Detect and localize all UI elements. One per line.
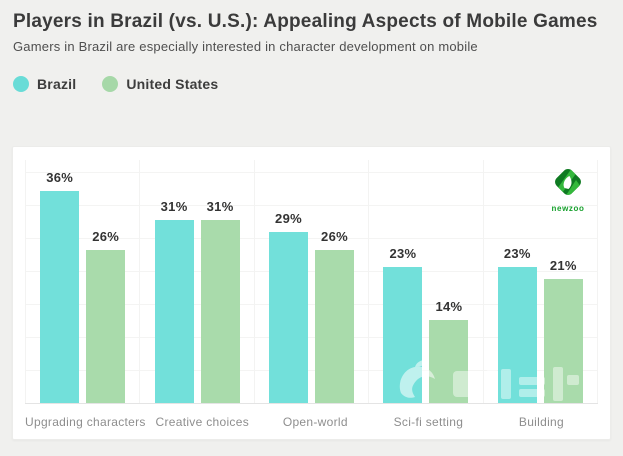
legend-item-united-states: United States	[102, 76, 218, 92]
plot-area: 36% 26% 31% 31% 29% 26% 23% 14% 23% 21%	[25, 160, 599, 404]
bar-wrap: 31%	[154, 199, 194, 403]
newzoo-logo: newzoo	[547, 166, 589, 213]
category-label: Open-world	[282, 415, 348, 429]
bar-group: 23% 14%	[368, 160, 482, 403]
bar-wrap: 14%	[429, 299, 469, 403]
category-label: Sci-fi setting	[393, 415, 464, 429]
category-label: Creative choices	[155, 415, 250, 429]
bar-value-label: 36%	[46, 170, 74, 185]
page: Players in Brazil (vs. U.S.): Appealing …	[0, 0, 623, 92]
bar-brazil	[40, 191, 80, 403]
legend-label-united-states: United States	[126, 76, 219, 92]
chart-subtitle: Gamers in Brazil are especially interest…	[13, 39, 478, 54]
bar-brazil	[383, 267, 423, 403]
bar-united-states	[200, 220, 240, 403]
chart-card: newzoo 36% 26% 31% 31% 29% 26% 23% 14% 23% 21% Up…	[12, 146, 611, 440]
bar-group: 29% 26%	[253, 160, 368, 403]
bar-wrap: 26%	[315, 229, 355, 403]
legend: Brazil United States	[13, 76, 610, 92]
legend-swatch-united-states	[102, 76, 119, 92]
bar-brazil	[269, 232, 309, 403]
legend-swatch-brazil	[13, 76, 29, 92]
bar-value-label: 26%	[92, 229, 120, 244]
bar-united-states	[429, 320, 469, 403]
bar-brazil	[154, 220, 194, 403]
chart-title: Players in Brazil (vs. U.S.): Appealing …	[13, 11, 598, 32]
bar-united-states	[543, 279, 583, 403]
bar-wrap: 23%	[383, 246, 423, 403]
bar-group: 36% 26%	[25, 160, 139, 403]
bar-value-label: 23%	[503, 246, 531, 261]
bar-group: 31% 31%	[139, 160, 253, 403]
bar-wrap: 21%	[543, 258, 583, 403]
bar-wrap: 31%	[200, 199, 240, 403]
bar-united-states	[86, 250, 126, 403]
newzoo-logo-text: newzoo	[551, 204, 585, 213]
category-label: Building	[518, 415, 564, 429]
newzoo-logo-icon	[552, 168, 581, 198]
category-label: Upgrading characters	[25, 415, 146, 429]
bar-group: 23% 21%	[482, 160, 599, 403]
bar-value-label: 31%	[160, 199, 188, 214]
bar-wrap: 23%	[497, 246, 537, 403]
bar-value-label: 26%	[321, 229, 348, 244]
bar-wrap: 29%	[269, 211, 309, 403]
legend-item-brazil: Brazil	[13, 76, 76, 92]
legend-label-brazil: Brazil	[37, 76, 77, 92]
bar-wrap: 26%	[86, 229, 126, 403]
bar-value-label: 21%	[549, 258, 577, 273]
bar-united-states	[315, 250, 355, 403]
bar-brazil	[497, 267, 537, 403]
bar-value-label: 23%	[389, 246, 417, 261]
bar-wrap: 36%	[40, 170, 80, 403]
bar-value-label: 29%	[275, 211, 302, 226]
bar-value-label: 14%	[435, 299, 463, 314]
bar-value-label: 31%	[206, 199, 234, 214]
x-axis-labels: Upgrading characters Creative choices Open…	[25, 404, 598, 440]
